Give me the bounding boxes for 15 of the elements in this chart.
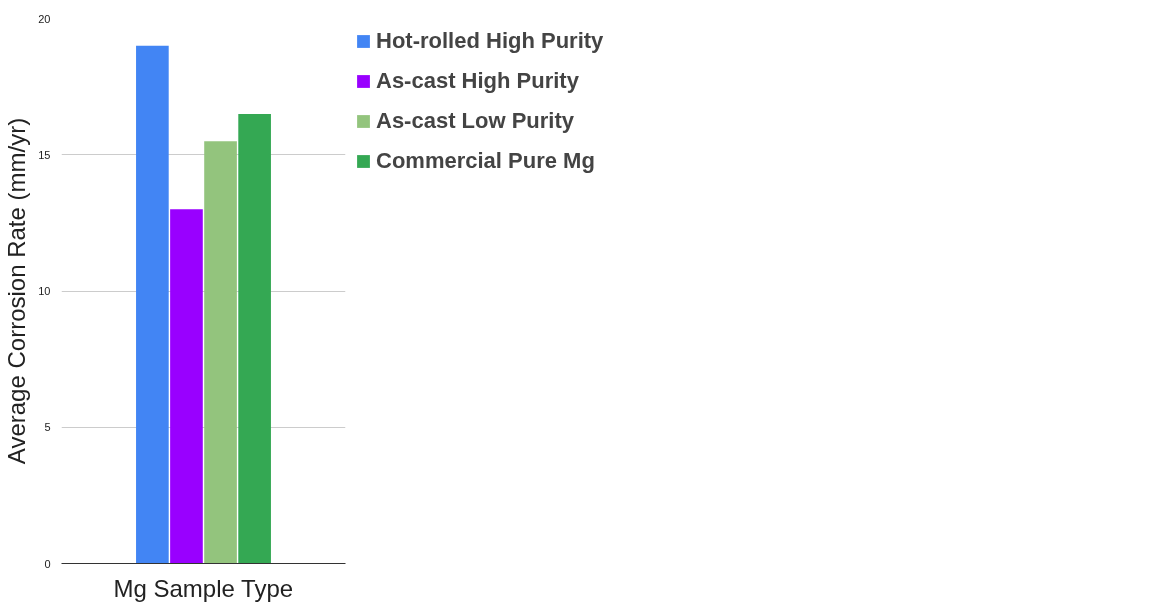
y-tick-label: 15 (38, 148, 51, 161)
legend-label: Hot-rolled High Purity (376, 28, 605, 54)
y-tick-label: 20 (38, 12, 51, 25)
y-axis-title: Average Corrosion Rate (mm/yr) (3, 117, 31, 465)
legend-label: Commercial Pure Mg (376, 148, 596, 174)
bar (170, 209, 203, 564)
bar (136, 45, 169, 564)
legend-label: As-cast High Purity (376, 68, 580, 94)
x-axis-title: Mg Sample Type (113, 574, 294, 602)
y-tick-label: 0 (44, 557, 51, 570)
bar (238, 113, 271, 564)
y-tick-label: 10 (38, 285, 51, 297)
y-tick-label: 5 (44, 421, 51, 434)
bar (204, 141, 237, 564)
legend-label: As-cast Low Purity (376, 108, 576, 134)
